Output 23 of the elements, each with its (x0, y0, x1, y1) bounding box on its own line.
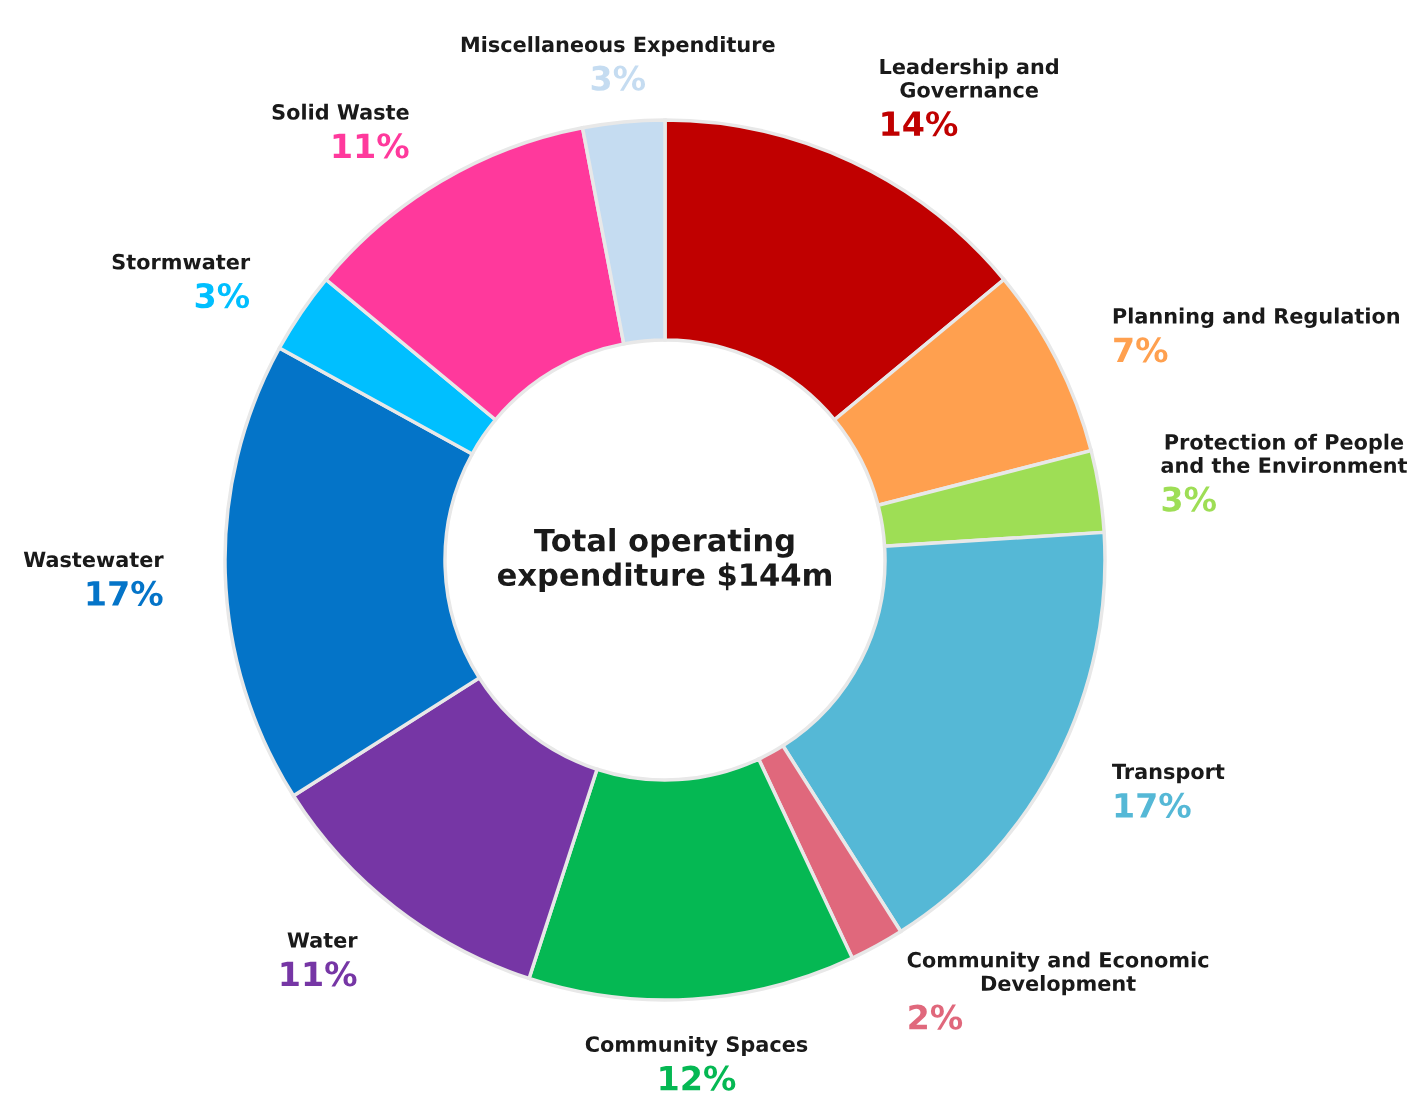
slice-label: Protection of People and the Environment (1161, 433, 1408, 474)
slice-label: Leadership and Governance (880, 58, 1058, 98)
data-label: 11% (281, 961, 357, 987)
slice-label: Stormwater (112, 253, 251, 270)
data-label: 11% (333, 133, 409, 159)
slice-label: Community Spaces (585, 1035, 808, 1057)
data-label: 2% (909, 1004, 963, 1030)
text: Total operating expenditure $144m (497, 527, 831, 593)
data-label: 12% (660, 1065, 736, 1091)
slice-label: Wastewater (23, 551, 164, 568)
slice-label: Planning and Regulation (1113, 307, 1399, 328)
data-label: 17% (1115, 792, 1191, 818)
slice-label: Community and Economic Development (907, 951, 1209, 996)
slice-label: Transport (1112, 763, 1225, 784)
slice-label: Miscellaneous Expenditure (461, 36, 775, 57)
data-label: 7% (1114, 337, 1168, 363)
data-label: 3% (591, 65, 646, 91)
slice-label: Water (287, 932, 358, 948)
data-label: 3% (195, 283, 250, 309)
data-label: 17% (87, 580, 163, 606)
data-label: 3% (1162, 486, 1216, 512)
data-label: 14% (882, 111, 958, 137)
slice-label: Solid Waste (272, 103, 409, 120)
